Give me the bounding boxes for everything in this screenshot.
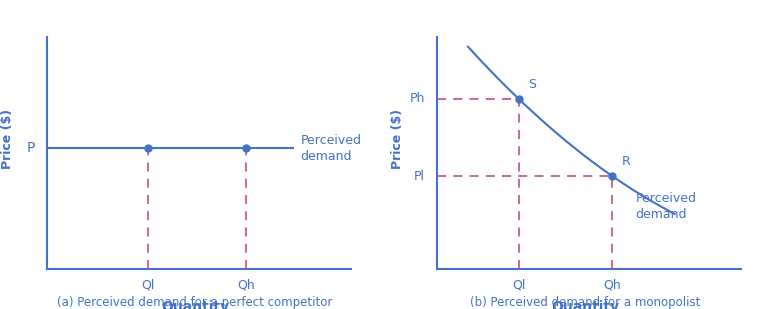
Text: Pl: Pl (414, 170, 425, 183)
Text: (b) Perceived demand for a monopolist: (b) Perceived demand for a monopolist (470, 296, 700, 309)
Text: Perceived
demand: Perceived demand (300, 134, 361, 163)
Text: P: P (27, 141, 35, 155)
Text: Ql: Ql (141, 278, 155, 291)
Text: R: R (622, 155, 631, 168)
Text: Qh: Qh (237, 278, 254, 291)
Text: Ph: Ph (410, 92, 425, 105)
Text: Quantity: Quantity (551, 300, 619, 309)
Text: Price ($): Price ($) (2, 109, 14, 169)
Text: S: S (529, 78, 537, 91)
Text: Perceived
demand: Perceived demand (636, 192, 697, 221)
Text: Ql: Ql (512, 278, 526, 291)
Text: Quantity: Quantity (161, 300, 229, 309)
Text: Qh: Qh (604, 278, 621, 291)
Text: Price ($): Price ($) (392, 109, 404, 169)
Text: (a) Perceived demand for a perfect competitor: (a) Perceived demand for a perfect compe… (57, 296, 333, 309)
